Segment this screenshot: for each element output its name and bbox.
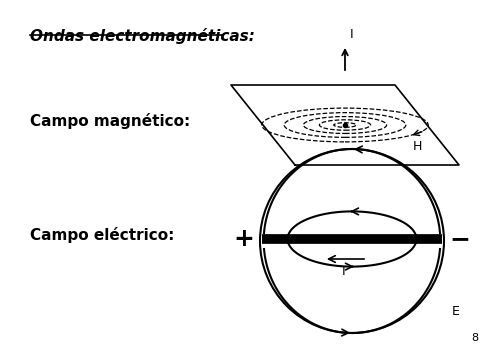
Text: −: − — [450, 227, 470, 251]
Text: H: H — [413, 140, 422, 154]
Text: Ondas electromagnéticas:: Ondas electromagnéticas: — [30, 28, 255, 44]
Text: 8: 8 — [471, 333, 478, 343]
Text: I: I — [350, 28, 354, 41]
Text: I: I — [342, 265, 346, 278]
Text: Campo magnético:: Campo magnético: — [30, 113, 190, 129]
Text: +: + — [234, 227, 254, 251]
Text: E: E — [452, 305, 460, 318]
Text: Campo eléctrico:: Campo eléctrico: — [30, 227, 174, 243]
